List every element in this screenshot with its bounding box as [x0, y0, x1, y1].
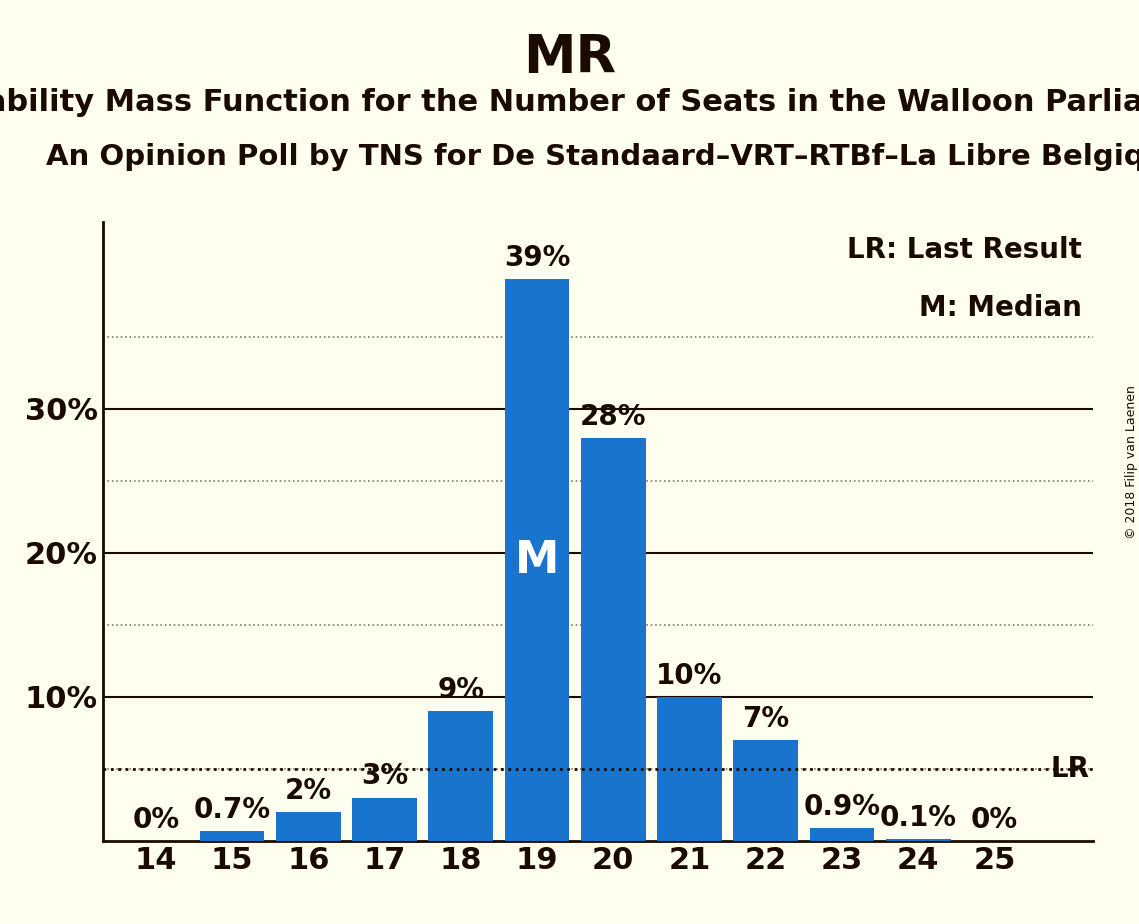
Text: 7%: 7% [743, 705, 789, 733]
Text: 39%: 39% [503, 244, 571, 273]
Bar [199, 831, 264, 841]
Bar [886, 839, 951, 841]
Bar [810, 828, 875, 841]
Bar [734, 740, 798, 841]
Text: An Opinion Poll by TNS for De Standaard–VRT–RTBf–La Libre Belgique, 11 September: An Opinion Poll by TNS for De Standaard–… [46, 143, 1139, 171]
Text: Probability Mass Function for the Number of Seats in the Walloon Parliament: Probability Mass Function for the Number… [0, 88, 1139, 116]
Text: M: M [515, 539, 559, 581]
Text: 0.9%: 0.9% [803, 793, 880, 821]
Text: 10%: 10% [656, 662, 722, 689]
Text: LR: Last Result: LR: Last Result [847, 237, 1082, 264]
Text: 0.7%: 0.7% [194, 796, 271, 823]
Text: 0.1%: 0.1% [879, 804, 957, 833]
Bar [276, 812, 341, 841]
Text: M: Median: M: Median [919, 294, 1082, 322]
Text: 0%: 0% [132, 806, 180, 833]
Text: 3%: 3% [361, 762, 408, 790]
Bar [581, 438, 646, 841]
Text: 0%: 0% [970, 806, 1018, 833]
Text: LR: LR [1050, 755, 1090, 783]
Bar [505, 279, 570, 841]
Bar [657, 697, 722, 841]
Bar [352, 797, 417, 841]
Text: 9%: 9% [437, 676, 484, 704]
Text: 2%: 2% [285, 777, 331, 805]
Bar [428, 711, 493, 841]
Text: © 2018 Filip van Laenen: © 2018 Filip van Laenen [1124, 385, 1138, 539]
Text: MR: MR [523, 32, 616, 84]
Text: 28%: 28% [580, 403, 647, 431]
